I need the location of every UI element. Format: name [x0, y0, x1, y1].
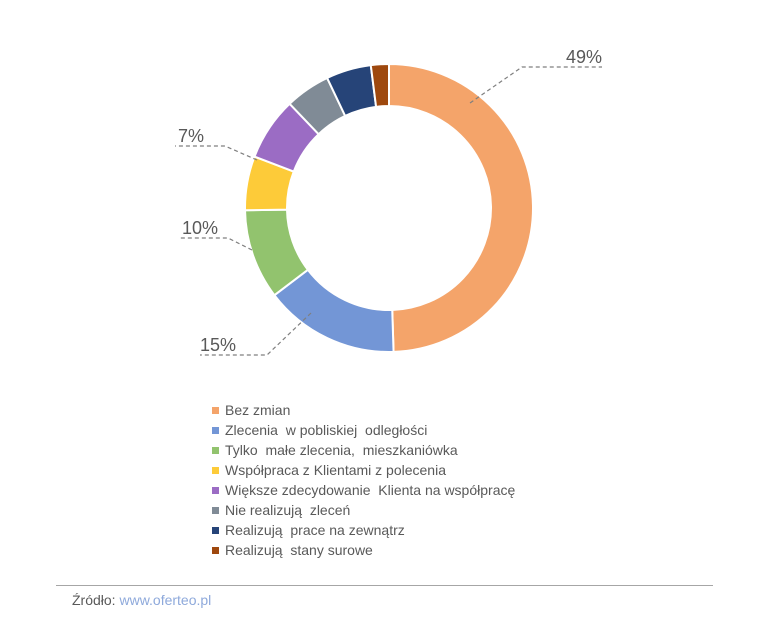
- legend-label: Większe zdecydowanie Klienta na współpra…: [225, 482, 516, 498]
- legend-item: Współpraca z Klientami z polecenia: [212, 460, 515, 480]
- legend-item: Realizują stany surowe: [212, 540, 515, 560]
- data-label: 49%: [566, 47, 602, 67]
- legend-item: Bez zmian: [212, 400, 515, 420]
- legend-swatch: [212, 466, 219, 474]
- data-label: 7%: [178, 126, 204, 146]
- legend-label: Zlecenia w pobliskiej odległości: [225, 422, 428, 438]
- source-label: Źródło:: [72, 592, 116, 608]
- footer-divider: [56, 585, 713, 586]
- legend-label: Realizują stany surowe: [225, 542, 373, 558]
- source-line: Źródło: www.oferteo.pl: [72, 592, 211, 608]
- data-label: 10%: [182, 218, 218, 238]
- legend-label: Współpraca z Klientami z polecenia: [225, 462, 446, 478]
- legend-swatch: [212, 526, 219, 534]
- donut-chart: 49% 15% 10% 7%: [175, 47, 602, 356]
- leader-line: [175, 145, 258, 161]
- legend-label: Tylko małe zlecenia, mieszkaniówka: [225, 442, 458, 458]
- legend-item: Nie realizują zleceń: [212, 500, 515, 520]
- legend-swatch: [212, 486, 219, 494]
- leader-line: [180, 237, 253, 251]
- legend-swatch: [212, 546, 219, 554]
- legend-item: Realizują prace na zewnątrz: [212, 520, 515, 540]
- legend-label: Nie realizują zleceń: [225, 502, 351, 518]
- legend-item: Większe zdecydowanie Klienta na współpra…: [212, 480, 515, 500]
- legend-swatch: [212, 506, 219, 514]
- legend-item: Zlecenia w pobliskiej odległości: [212, 420, 515, 440]
- leader-line: [469, 66, 602, 104]
- legend-swatch: [212, 426, 219, 434]
- legend-item: Tylko małe zlecenia, mieszkaniówka: [212, 440, 515, 460]
- legend-label: Bez zmian: [225, 402, 291, 418]
- donut-slice: [388, 62, 534, 353]
- data-label: 15%: [200, 335, 236, 355]
- leader-line: [200, 312, 312, 356]
- chart-legend: Bez zmian Zlecenia w pobliskiej odległośc…: [212, 400, 515, 560]
- legend-swatch: [212, 446, 219, 454]
- legend-swatch: [212, 406, 219, 414]
- donut-slice: [369, 62, 390, 108]
- source-link[interactable]: www.oferteo.pl: [119, 592, 212, 608]
- legend-label: Realizują prace na zewnątrz: [225, 522, 405, 538]
